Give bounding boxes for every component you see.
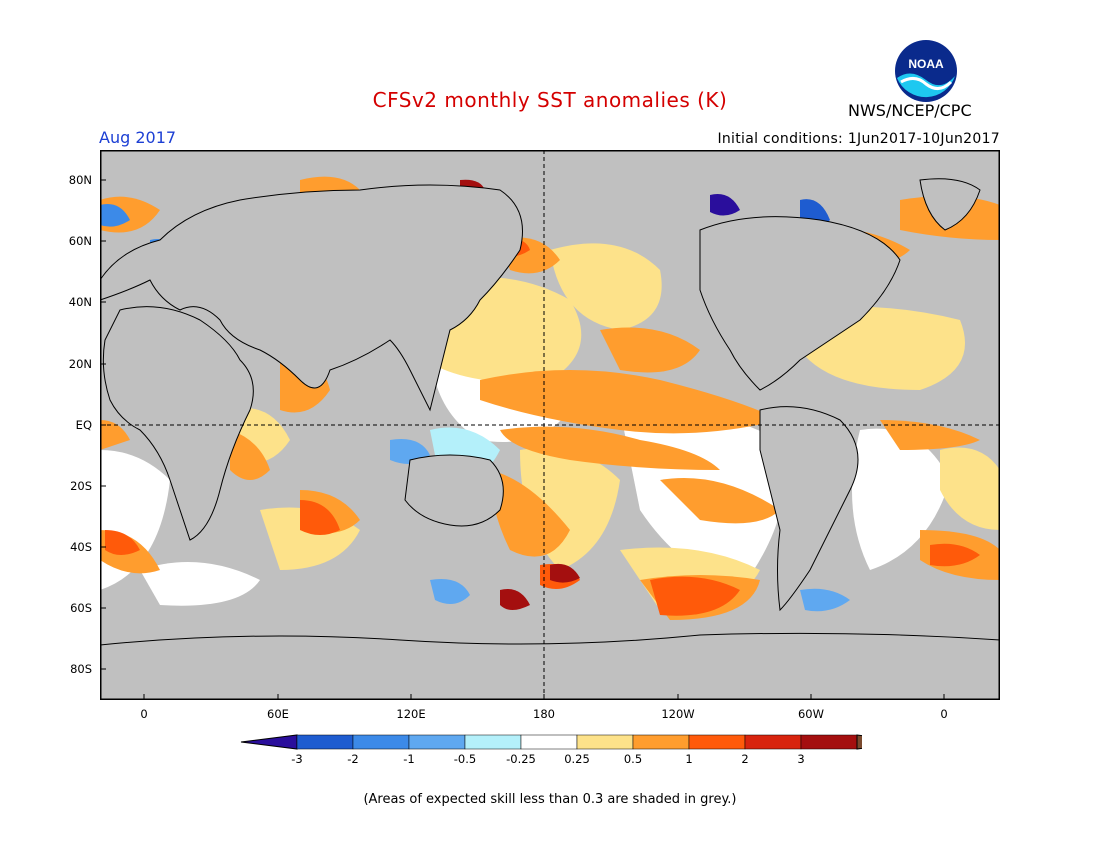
continent-north-america (699, 216, 901, 391)
colorbar-label: -0.5 (453, 752, 477, 766)
lon-label: 60W (797, 707, 825, 721)
lat-label: 60S (70, 601, 92, 615)
colorbar-segment (688, 734, 746, 750)
lat-label: 40N (68, 295, 92, 309)
lat-label: 40S (70, 540, 92, 554)
colorbar-segment (352, 734, 410, 750)
sst-anomaly-map (100, 150, 1000, 700)
colorbar-label: 3 (797, 752, 805, 766)
lat-label: 80S (70, 662, 92, 676)
skill-note: (Areas of expected skill less than 0.3 a… (363, 792, 737, 807)
colorbar-label: -0.25 (506, 752, 536, 766)
lat-label: 80N (68, 173, 92, 187)
initial-conditions: Initial conditions: 1Jun2017-10Jun2017 (717, 131, 1000, 147)
colorbar-segment (240, 734, 298, 750)
colorbar-segment (800, 734, 858, 750)
lat-label: EQ (75, 418, 92, 432)
map-frame (100, 150, 1000, 700)
lon-label: 120E (396, 707, 426, 721)
lat-label: 60N (68, 234, 92, 248)
colorbar-label: 0.5 (623, 752, 643, 766)
colorbar-label: 2 (741, 752, 749, 766)
continent-south-america (759, 406, 859, 612)
noaa-logo-icon: NOAA (895, 40, 957, 102)
colorbar-label: -3 (291, 752, 303, 766)
continent-greenland (919, 178, 981, 231)
colorbar-label: -2 (347, 752, 359, 766)
colorbar-segment (744, 734, 802, 750)
lon-label: 60E (267, 707, 289, 721)
colorbar-segment (464, 734, 522, 750)
noaa-logo-text: NOAA (908, 57, 944, 71)
continent-australia (404, 454, 504, 527)
lon-label: 180 (533, 707, 555, 721)
colorbar-segment (632, 734, 690, 750)
colorbar-segment (856, 734, 862, 750)
continent-africa (102, 306, 254, 541)
lon-label: 0 (940, 707, 948, 721)
lon-label: 120W (661, 707, 695, 721)
colorbar-segment (576, 734, 634, 750)
map-title: CFSv2 monthly SST anomalies (K) (372, 88, 728, 112)
colorbar-segment (408, 734, 466, 750)
continent-eurasia (100, 184, 523, 412)
forecast-month: Aug 2017 (99, 128, 177, 147)
lat-label: 20N (68, 357, 92, 371)
organization-label: NWS/NCEP/CPC (848, 101, 972, 120)
colorbar-label: 0.25 (564, 752, 590, 766)
colorbar-label: 1 (685, 752, 693, 766)
colorbar-segment (296, 734, 354, 750)
colorbar (240, 734, 862, 750)
land-masses (100, 178, 1000, 700)
colorbar-label: -1 (403, 752, 415, 766)
colorbar-segment (520, 734, 578, 750)
lon-label: 0 (140, 707, 148, 721)
continent-antarctica (100, 632, 1000, 700)
lat-label: 20S (70, 479, 92, 493)
